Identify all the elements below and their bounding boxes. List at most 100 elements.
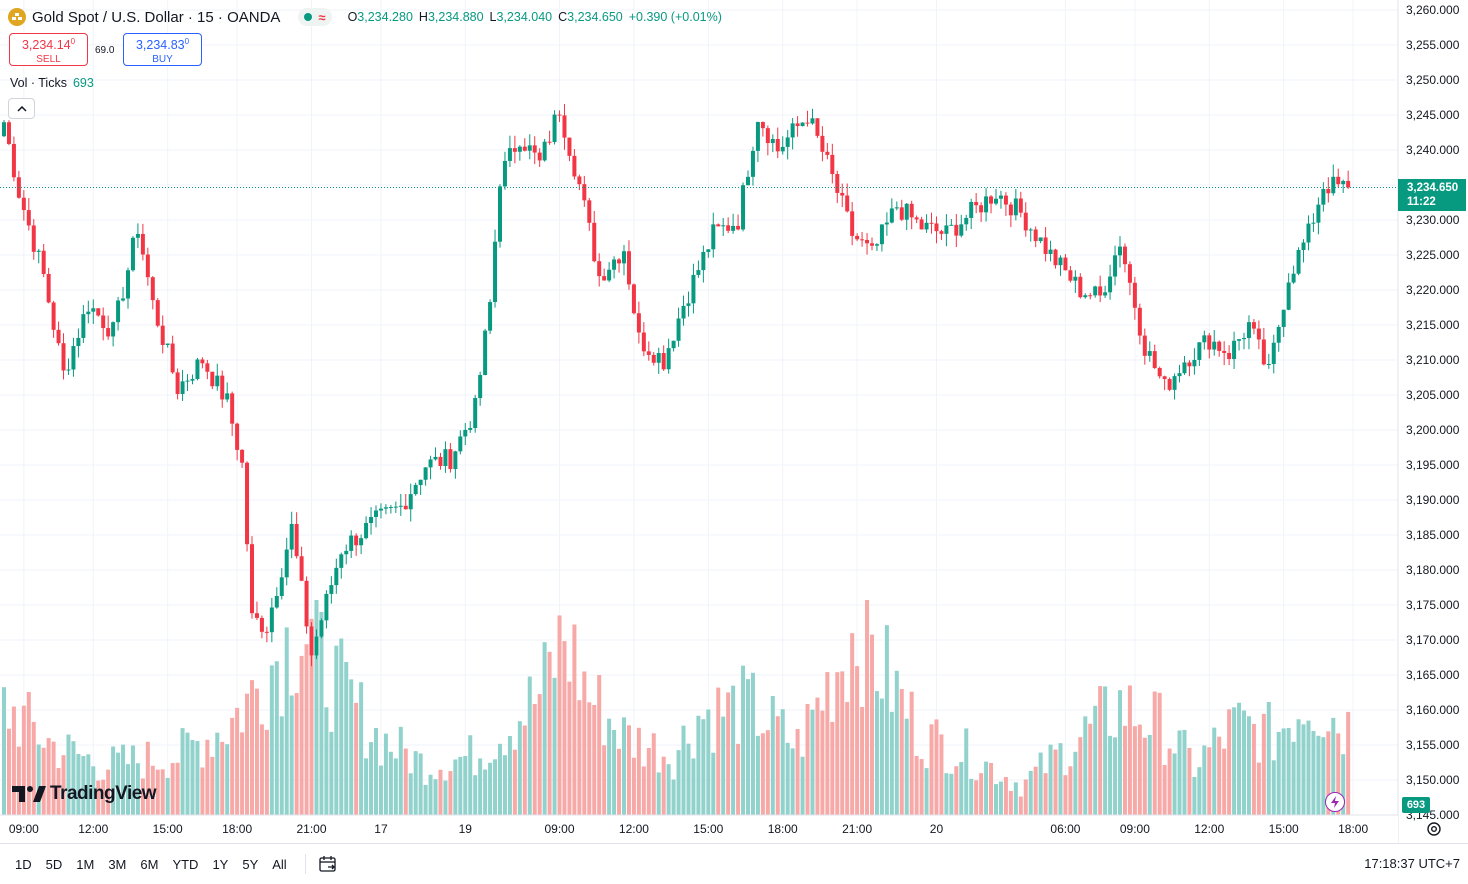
volume-bar bbox=[1008, 791, 1013, 815]
range-1m[interactable]: 1M bbox=[76, 856, 95, 872]
chart-clock[interactable]: 17:18:37 UTC+7 bbox=[1364, 856, 1460, 871]
volume-bar bbox=[473, 775, 478, 815]
candle bbox=[279, 568, 284, 600]
candle bbox=[825, 143, 830, 160]
candle bbox=[111, 321, 116, 347]
collapse-legend-button[interactable] bbox=[8, 98, 35, 119]
calendar-goto-icon[interactable] bbox=[318, 854, 338, 874]
candle-body bbox=[1321, 189, 1326, 205]
range-3m[interactable]: 3M bbox=[108, 856, 127, 872]
candle-body bbox=[2, 122, 6, 137]
symbol-title[interactable]: Gold Spot / U.S. Dollar · 15 · OANDA bbox=[32, 8, 281, 26]
candle-body bbox=[433, 456, 438, 460]
candle bbox=[711, 212, 716, 258]
range-ytd[interactable]: YTD bbox=[172, 856, 199, 872]
candle bbox=[46, 267, 51, 304]
candle-body bbox=[46, 273, 51, 303]
candle bbox=[1088, 292, 1093, 300]
volume-bar bbox=[71, 741, 76, 815]
candle bbox=[989, 195, 994, 214]
candle-body bbox=[468, 427, 473, 430]
candle bbox=[537, 148, 542, 167]
price-chart[interactable]: 3,260.000 3,255.000 3,250.000 3,245.000 3,24… bbox=[0, 0, 1468, 843]
volume-bar bbox=[582, 671, 587, 815]
volume-bar bbox=[622, 717, 626, 815]
candle-body bbox=[939, 231, 944, 234]
candle-body bbox=[721, 225, 726, 227]
volume-bar bbox=[865, 600, 870, 815]
candle-body bbox=[1048, 249, 1053, 254]
candle bbox=[691, 263, 696, 314]
candle-body bbox=[299, 556, 304, 581]
candle bbox=[11, 136, 16, 182]
time-tick-label: 21:00 bbox=[297, 822, 327, 836]
candle bbox=[1108, 264, 1113, 300]
volume-bar bbox=[259, 724, 264, 815]
candle-body bbox=[1232, 340, 1237, 360]
candle bbox=[210, 371, 215, 390]
candle-body bbox=[775, 139, 780, 152]
candle bbox=[552, 110, 557, 145]
volume-bar bbox=[736, 743, 741, 815]
candle bbox=[1192, 348, 1197, 375]
candle bbox=[245, 461, 250, 552]
candle-body bbox=[1053, 249, 1058, 266]
volume-bar bbox=[969, 778, 974, 815]
bar-countdown: 11:22 bbox=[1407, 196, 1436, 208]
candle bbox=[319, 618, 324, 639]
tradingview-logo[interactable]: TradingView bbox=[12, 783, 157, 805]
volume-bar bbox=[1331, 717, 1336, 815]
candle bbox=[2, 119, 6, 138]
candle bbox=[215, 363, 220, 391]
candle bbox=[860, 231, 865, 247]
candle-body bbox=[458, 436, 463, 452]
candle-body bbox=[557, 114, 562, 116]
range-all[interactable]: All bbox=[272, 856, 287, 872]
buy-button[interactable]: 3,234.830 BUY bbox=[123, 33, 202, 66]
candle-body bbox=[542, 141, 547, 161]
candle bbox=[805, 110, 810, 127]
time-tick-label: 09:00 bbox=[545, 822, 575, 836]
candle bbox=[1296, 247, 1301, 276]
buy-price-sup: 0 bbox=[184, 37, 190, 46]
candle-body bbox=[294, 523, 299, 557]
candle-body bbox=[879, 224, 884, 245]
candle-body bbox=[1122, 246, 1127, 265]
volume-bar bbox=[557, 615, 562, 815]
candle-body bbox=[1346, 180, 1351, 188]
price-tick-label: 3,180.000 bbox=[1406, 563, 1460, 577]
time-tick-label: 12:00 bbox=[1194, 822, 1224, 836]
lightning-icon[interactable] bbox=[1325, 792, 1345, 812]
market-status-pill[interactable]: ≈ bbox=[298, 8, 332, 26]
volume-bar bbox=[135, 763, 140, 815]
range-5y[interactable]: 5Y bbox=[242, 856, 259, 872]
range-1d[interactable]: 1D bbox=[15, 856, 32, 872]
volume-bar bbox=[1177, 730, 1182, 815]
gear-icon[interactable] bbox=[1426, 821, 1442, 837]
volume-bar bbox=[994, 784, 998, 815]
volume-bar bbox=[1311, 731, 1316, 815]
candle bbox=[502, 151, 507, 190]
candle-body bbox=[815, 118, 820, 136]
candle-body bbox=[408, 494, 413, 510]
candle bbox=[676, 307, 681, 347]
range-6m[interactable]: 6M bbox=[140, 856, 159, 872]
time-tick-label: 21:00 bbox=[842, 822, 872, 836]
candle bbox=[1078, 273, 1083, 299]
candle bbox=[775, 127, 780, 159]
volume-bar bbox=[1157, 692, 1162, 815]
volume-bar bbox=[815, 697, 820, 815]
candle bbox=[939, 229, 944, 240]
range-5d[interactable]: 5D bbox=[45, 856, 63, 872]
volume-bar bbox=[498, 743, 502, 815]
range-1y[interactable]: 1Y bbox=[212, 856, 229, 872]
candle-body bbox=[1281, 309, 1286, 327]
sell-button[interactable]: 3,234.140 SELL bbox=[9, 33, 88, 66]
candle bbox=[760, 121, 765, 137]
volume-legend[interactable]: Vol · Ticks 693 bbox=[10, 76, 94, 90]
candle bbox=[86, 300, 91, 324]
candle bbox=[225, 382, 230, 403]
volume-bar bbox=[919, 759, 924, 815]
candle bbox=[16, 170, 21, 199]
candle bbox=[612, 256, 617, 279]
